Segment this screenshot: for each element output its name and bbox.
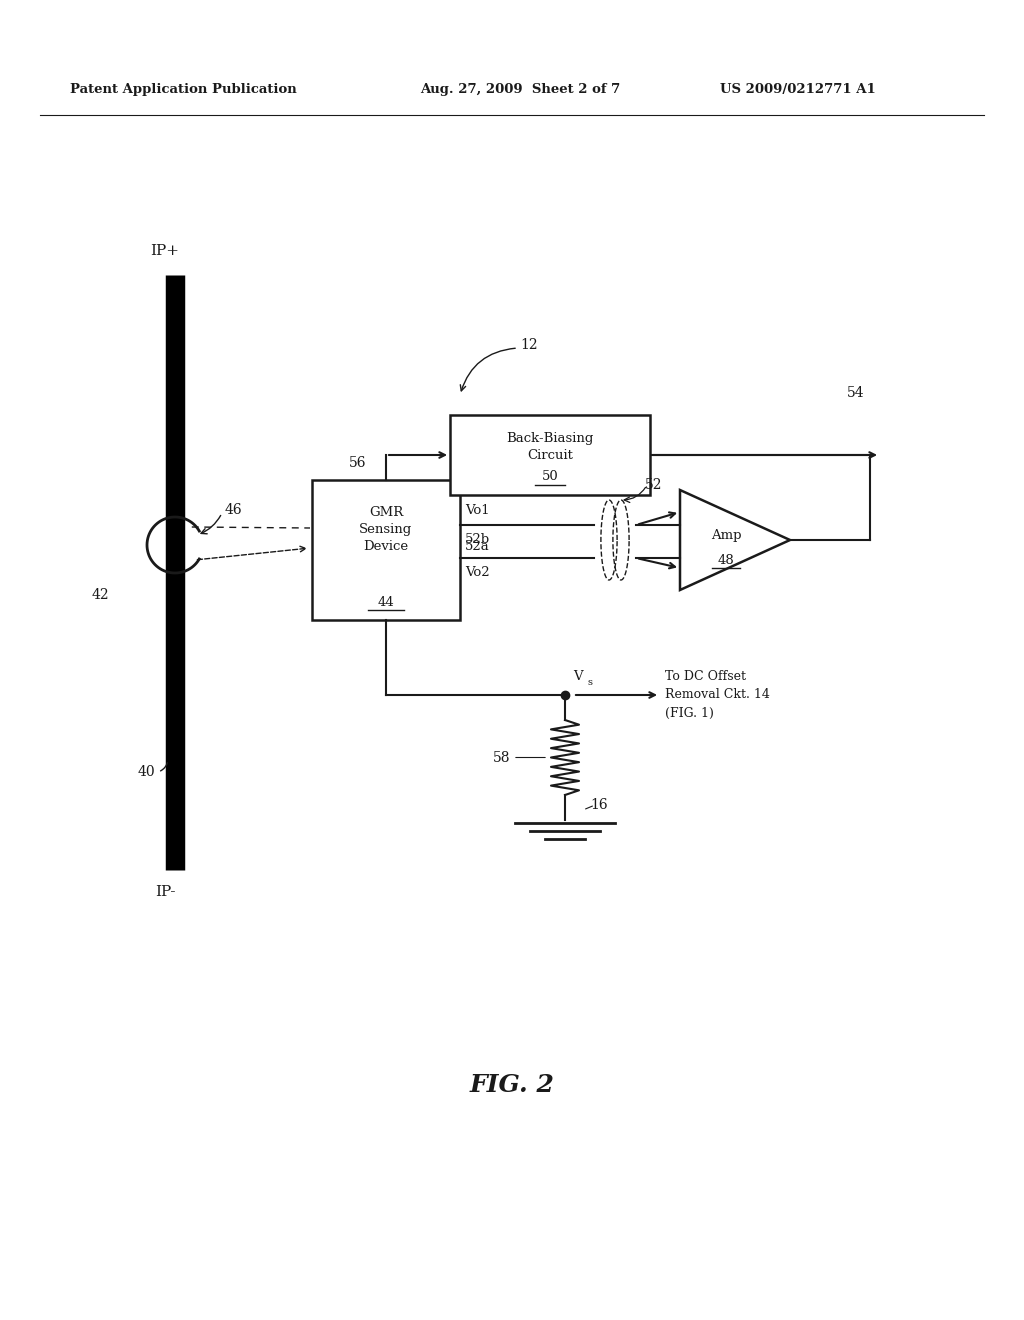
Text: 44: 44 <box>378 595 394 609</box>
Text: 52b: 52b <box>465 533 490 546</box>
Text: 12: 12 <box>520 338 538 352</box>
Text: US 2009/0212771 A1: US 2009/0212771 A1 <box>720 83 876 96</box>
Text: Aug. 27, 2009  Sheet 2 of 7: Aug. 27, 2009 Sheet 2 of 7 <box>420 83 621 96</box>
Text: Vo1: Vo1 <box>465 504 489 517</box>
Text: 40: 40 <box>137 766 155 779</box>
Text: IP-: IP- <box>155 884 175 899</box>
Text: s: s <box>587 678 592 686</box>
Text: IP+: IP+ <box>151 244 179 257</box>
Text: 42: 42 <box>91 587 109 602</box>
Text: 54: 54 <box>848 385 865 400</box>
Text: 16: 16 <box>590 799 607 812</box>
Text: Vo2: Vo2 <box>465 566 489 579</box>
Text: Back-Biasing
Circuit: Back-Biasing Circuit <box>506 432 594 462</box>
Text: Patent Application Publication: Patent Application Publication <box>70 83 297 96</box>
Text: 58: 58 <box>493 751 510 764</box>
Polygon shape <box>680 490 790 590</box>
Text: 48: 48 <box>718 553 734 566</box>
Text: FIG. 2: FIG. 2 <box>470 1073 554 1097</box>
Text: 52a: 52a <box>465 540 489 553</box>
Text: V: V <box>573 671 583 682</box>
Text: Amp: Amp <box>711 528 741 541</box>
Text: 46: 46 <box>225 503 243 517</box>
Bar <box>312 480 460 620</box>
Text: To DC Offset
Removal Ckt. 14
(FIG. 1): To DC Offset Removal Ckt. 14 (FIG. 1) <box>665 671 770 719</box>
Text: 52: 52 <box>645 478 663 492</box>
Text: 50: 50 <box>542 470 558 483</box>
Bar <box>450 414 650 495</box>
Text: GMR
Sensing
Device: GMR Sensing Device <box>359 507 413 553</box>
Text: 56: 56 <box>348 455 366 470</box>
